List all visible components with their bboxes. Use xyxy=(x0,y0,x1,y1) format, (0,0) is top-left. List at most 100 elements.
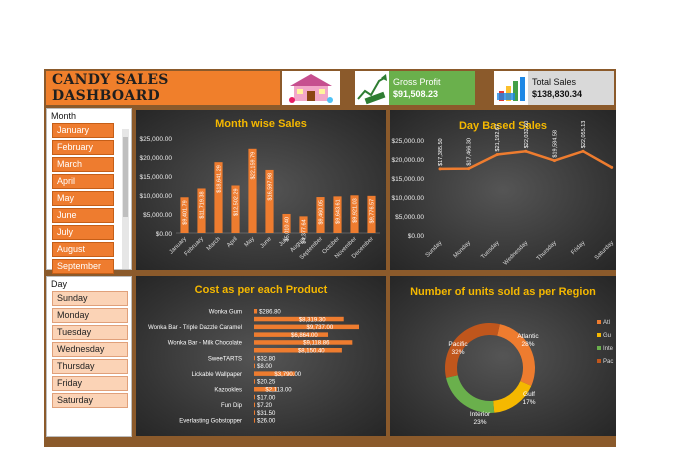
slice-percent: 17% xyxy=(522,399,535,406)
product-cost-chart: Wonka Gum $286.80 $8,319.30 Wonka Bar - Tri… xyxy=(148,309,359,425)
x-tick-label: February xyxy=(184,236,205,257)
data-label: $31.50 xyxy=(257,411,276,417)
donut-slice xyxy=(497,324,535,386)
donut-slice xyxy=(493,381,532,413)
candy-house-logo xyxy=(282,71,340,105)
month-slicer-scrollbar[interactable] xyxy=(122,129,129,269)
total-sales-value: $138,830.34 xyxy=(532,89,583,99)
x-tick-label: Thursday xyxy=(536,240,558,262)
x-tick-label: Saturday xyxy=(594,240,615,261)
y-tick-label: $20,000.00 xyxy=(139,155,172,162)
slicer-item-march[interactable]: March xyxy=(52,157,114,172)
slicer-item-september[interactable]: September xyxy=(52,259,114,274)
bar xyxy=(254,324,359,330)
y-tick-label: $15,000.00 xyxy=(391,176,424,183)
slice-percent: 28% xyxy=(521,341,534,348)
slicer-item-sunday[interactable]: Sunday xyxy=(52,291,128,306)
x-tick-label: Tuesday xyxy=(480,240,500,260)
slicer-item-january[interactable]: January xyxy=(52,123,114,138)
y-tick-label: $5,000.00 xyxy=(395,214,424,221)
slicer-item-friday[interactable]: Friday xyxy=(52,376,128,391)
slicer-item-tuesday[interactable]: Tuesday xyxy=(52,325,128,340)
x-tick-label: March xyxy=(206,236,222,252)
product-cost-panel: Cost as per each Product Wonka Gum $286.8… xyxy=(136,276,386,436)
legend-label: Gu xyxy=(603,333,611,339)
bar xyxy=(254,394,255,400)
data-label: $22,055.13 xyxy=(581,121,587,149)
bar xyxy=(214,162,223,233)
slicer-item-february[interactable]: February xyxy=(52,140,114,155)
slice-label: Gulf xyxy=(523,391,535,398)
bar xyxy=(254,379,255,384)
sales-chart-icon xyxy=(494,71,528,105)
data-label: $17.00 xyxy=(257,395,276,401)
category-label: SweeTARTS xyxy=(208,356,242,362)
x-tick-label: Monday xyxy=(453,240,472,259)
legend-label: Inte xyxy=(603,346,614,352)
bar xyxy=(316,197,325,233)
data-label: $6,864.00 xyxy=(291,333,318,339)
y-tick-label: $0.00 xyxy=(408,233,425,240)
data-label: $17,466.30 xyxy=(467,138,473,166)
bar xyxy=(350,195,359,233)
x-tick-label: May xyxy=(244,236,256,248)
slicer-item-wednesday[interactable]: Wednesday xyxy=(52,342,128,357)
slice-percent: 32% xyxy=(451,349,464,356)
slicer-item-may[interactable]: May xyxy=(52,191,114,206)
slicer-item-july[interactable]: July xyxy=(52,225,114,240)
legend-label: Pac xyxy=(603,359,613,365)
bar xyxy=(254,309,258,314)
data-label: $26.00 xyxy=(257,419,276,425)
slicer-item-thursday[interactable]: Thursday xyxy=(52,359,128,374)
data-label: $8,319.30 xyxy=(299,317,326,323)
bar xyxy=(265,169,274,233)
y-tick-label: $15,000.00 xyxy=(139,174,172,181)
legend-swatch xyxy=(597,333,601,337)
data-label: $22,159.79 xyxy=(251,152,257,180)
slicer-item-april[interactable]: April xyxy=(52,174,114,189)
data-label: $9,737.00 xyxy=(307,325,334,331)
day-sales-panel: Day Based Sales $0.00 $5,000.00 $10,000.00… xyxy=(390,110,616,270)
day-sales-title: Day Based Sales xyxy=(458,120,548,132)
bar xyxy=(367,195,376,233)
data-label: $9,401.79 xyxy=(183,200,189,224)
data-label: $16,597.98 xyxy=(268,173,274,201)
data-point xyxy=(552,159,556,163)
data-label: $18,641.29 xyxy=(217,165,223,193)
month-sales-chart: $0.00 $5,000.00 $10,000.00 $15,000.00 $20,00… xyxy=(139,136,380,261)
slice-percent: 23% xyxy=(473,419,486,426)
total-sales-label: Total Sales xyxy=(532,77,577,87)
bar xyxy=(254,387,277,392)
data-label: $8,150.40 xyxy=(298,349,325,355)
y-tick-label: $10,000.00 xyxy=(139,193,172,200)
x-tick-label: Sunday xyxy=(425,240,444,259)
slicer-item-august[interactable]: August xyxy=(52,242,114,257)
bar xyxy=(333,196,342,233)
slicer-item-monday[interactable]: Monday xyxy=(52,308,128,323)
data-label: $22,032.60 xyxy=(524,121,530,149)
bar xyxy=(254,418,255,423)
bar xyxy=(248,148,257,233)
data-label: $32.80 xyxy=(257,356,276,362)
category-label: Fun Dip xyxy=(221,403,243,409)
region-units-title: Number of units sold as per Region xyxy=(410,286,596,298)
data-label: $9,460.05 xyxy=(319,200,325,224)
slice-label: Pacific xyxy=(448,341,468,348)
category-label: Wonka Gum xyxy=(209,310,242,316)
month-sales-panel: Month wise Sales $0.00 $5,000.00 $10,000.0… xyxy=(136,110,386,270)
month-slicer-title: Month xyxy=(51,111,77,121)
total-sales-card: Total Sales $138,830.34 xyxy=(494,71,614,105)
gross-profit-value: $91,508.23 xyxy=(393,89,439,99)
slicer-item-june[interactable]: June xyxy=(52,208,114,223)
bar xyxy=(282,213,291,233)
data-label: $9,921.03 xyxy=(353,198,359,222)
day-slicer-title: Day xyxy=(51,279,68,289)
bar xyxy=(254,410,255,415)
legend-swatch xyxy=(597,359,601,363)
slice-label: Interior xyxy=(470,411,491,418)
region-units-panel: Number of units sold as per Region Atlan… xyxy=(390,276,616,436)
gross-profit-label: Gross Profit xyxy=(393,77,441,87)
slicer-item-saturday[interactable]: Saturday xyxy=(52,393,128,408)
x-tick-label: Wednesday xyxy=(503,240,530,267)
